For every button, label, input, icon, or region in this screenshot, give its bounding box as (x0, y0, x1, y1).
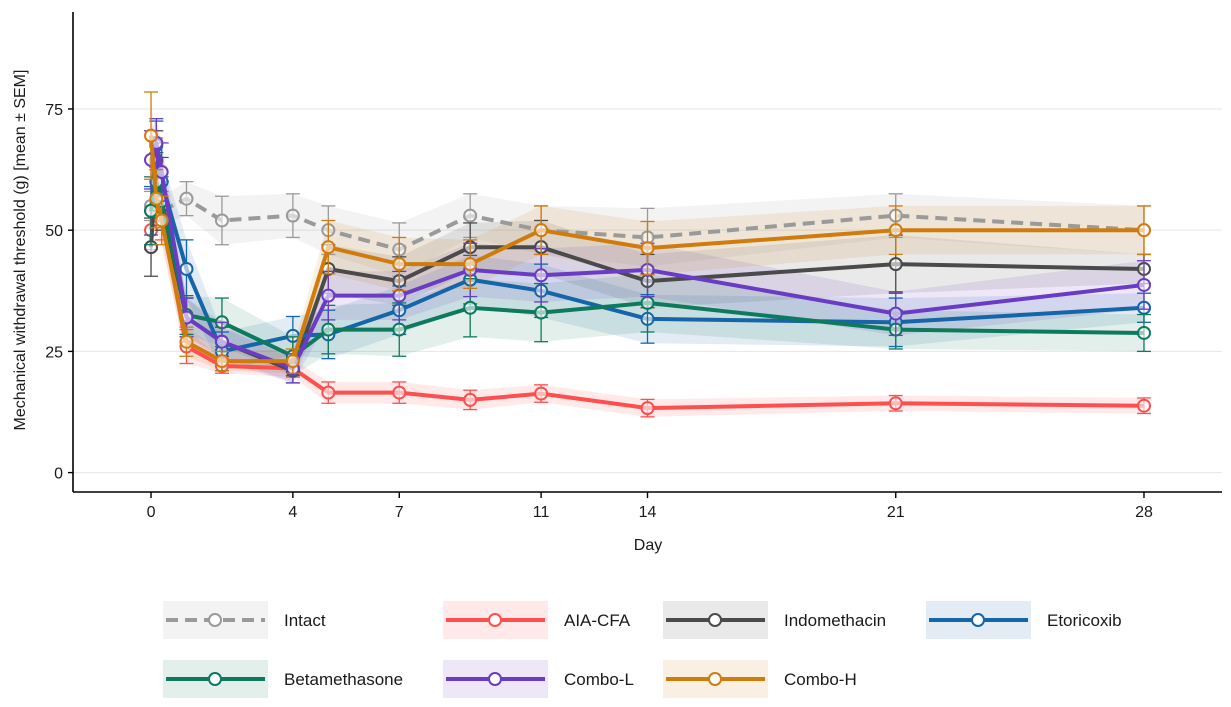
data-point (1136, 398, 1151, 413)
data-point (392, 385, 407, 400)
legend-item: Etoricoxib (926, 601, 1122, 639)
data-point (144, 128, 159, 143)
data-point (463, 257, 478, 272)
legend-item: Combo-L (443, 660, 634, 698)
x-tick-label: 11 (533, 504, 550, 521)
data-point (179, 191, 194, 206)
legend-item: Intact (163, 601, 326, 639)
data-point (888, 396, 903, 411)
data-point (888, 257, 903, 272)
data-point (214, 334, 229, 349)
legend-swatch-marker (488, 672, 502, 686)
data-point (534, 268, 549, 283)
data-point (534, 223, 549, 238)
legend-item: Combo-H (663, 660, 857, 698)
x-tick-label: 14 (639, 504, 657, 521)
x-tick-label: 7 (395, 504, 404, 521)
legend-swatch-marker (708, 613, 722, 627)
data-point (640, 295, 655, 310)
legend-label: Betamethasone (284, 670, 403, 689)
tick-labels: 0 25 50 75 0 4 7 11 14 21 28 (45, 102, 1153, 521)
data-point (321, 385, 336, 400)
legend-swatch-marker (208, 613, 222, 627)
legend-swatch-marker (208, 672, 222, 686)
series-lines (144, 91, 1151, 418)
legend-label: Combo-H (784, 670, 857, 689)
data-point (144, 203, 159, 218)
legend: Intact AIA-CFA Indomethacin Etoricoxib Betam… (163, 601, 1122, 698)
legend-label: Intact (284, 611, 326, 630)
legend-item: Indomethacin (663, 601, 886, 639)
data-point (321, 240, 336, 255)
data-point (321, 288, 336, 303)
data-point (1136, 277, 1151, 292)
y-tick-label: 50 (45, 223, 63, 240)
y-axis-title: Mechanical withdrawal threshold (g) [mea… (12, 70, 29, 431)
x-tick-label: 28 (1135, 504, 1153, 521)
data-point (1136, 325, 1151, 340)
data-point (888, 223, 903, 238)
data-point (463, 208, 478, 223)
data-point (285, 208, 300, 223)
legend-label: Combo-L (564, 670, 634, 689)
legend-item: Betamethasone (163, 660, 403, 698)
legend-label: Indomethacin (784, 611, 886, 630)
legend-swatch-marker (488, 613, 502, 627)
data-point (214, 354, 229, 369)
y-tick-label: 25 (45, 344, 63, 361)
legend-swatch-marker (971, 613, 985, 627)
y-tick-label: 75 (45, 102, 63, 119)
data-point (154, 165, 169, 179)
data-point (640, 401, 655, 416)
data-point (534, 305, 549, 320)
data-point (534, 386, 549, 401)
series-combo-h (144, 91, 1151, 374)
legend-label: Etoricoxib (1047, 611, 1122, 630)
data-point (321, 322, 336, 337)
data-point (463, 392, 478, 407)
data-point (888, 306, 903, 321)
legend-label: AIA-CFA (564, 611, 631, 630)
data-point (392, 322, 407, 337)
data-point (179, 334, 194, 349)
data-point (1136, 223, 1151, 238)
x-tick-label: 0 (147, 504, 156, 521)
x-tick-label: 4 (288, 504, 297, 521)
x-axis-title: Day (634, 537, 662, 554)
data-point (463, 300, 478, 315)
x-tick-label: 21 (887, 504, 905, 521)
legend-swatch-marker (708, 672, 722, 686)
data-point (285, 354, 300, 369)
data-point (640, 241, 655, 256)
y-tick-label: 0 (54, 466, 63, 483)
data-point (149, 191, 164, 206)
data-point (214, 213, 229, 228)
data-point (179, 261, 194, 276)
data-point (392, 257, 407, 272)
legend-item: AIA-CFA (443, 601, 631, 639)
data-point (154, 213, 169, 228)
